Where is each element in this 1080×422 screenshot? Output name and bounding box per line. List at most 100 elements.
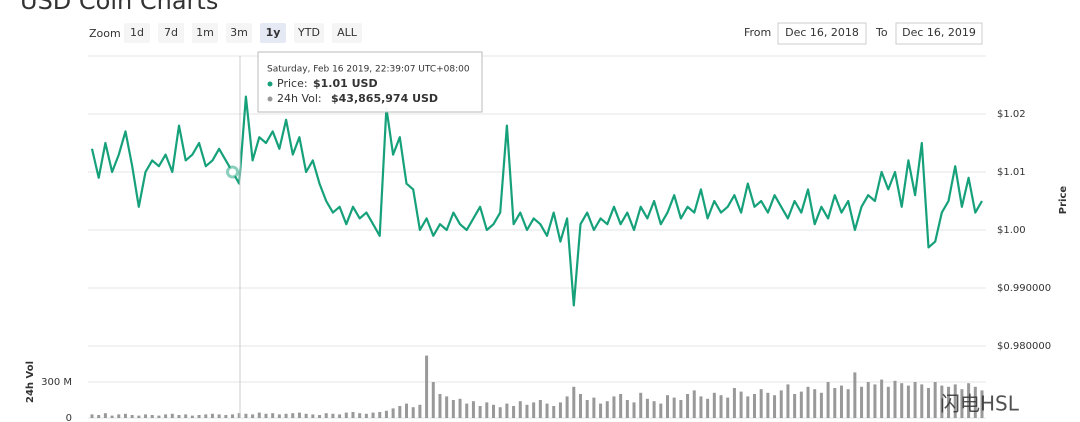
range-button-label[interactable]: 1y xyxy=(266,26,281,39)
volume-bar xyxy=(799,391,803,418)
volume-bar xyxy=(364,413,368,418)
volume-bar xyxy=(117,414,121,418)
volume-bar xyxy=(378,412,382,418)
volume-bar xyxy=(913,382,917,418)
volume-bar xyxy=(384,410,388,418)
volume-bar xyxy=(291,413,295,418)
range-button[interactable] xyxy=(158,23,184,43)
range-button[interactable] xyxy=(332,23,362,43)
range-button-label[interactable]: 1d xyxy=(130,26,144,39)
y-tick-label: $1.02 xyxy=(997,109,1026,120)
volume-bar xyxy=(398,406,402,418)
price-line xyxy=(90,95,983,307)
volume-bar xyxy=(900,383,904,418)
tooltip-vol: $43,865,974 USD xyxy=(331,92,438,105)
range-button-label[interactable]: ALL xyxy=(337,26,358,39)
volume-bar xyxy=(739,391,743,418)
volume-bar xyxy=(706,398,710,418)
volume-bar xyxy=(90,414,94,418)
from-label: From xyxy=(744,26,771,39)
volume-bar xyxy=(813,389,817,418)
volume-bar xyxy=(418,404,422,418)
volume-bar xyxy=(512,406,516,418)
range-button[interactable] xyxy=(294,23,324,43)
volume-bar xyxy=(880,379,884,418)
volume-bar xyxy=(866,382,870,418)
volume-bar xyxy=(264,413,268,418)
volume-bar xyxy=(458,398,462,418)
to-date[interactable]: Dec 16, 2019 xyxy=(902,26,976,39)
volume-bar xyxy=(766,392,770,418)
range-button-label[interactable]: YTD xyxy=(297,26,320,39)
volume-bar xyxy=(237,413,241,418)
volume-bar xyxy=(184,414,188,418)
volume-bar xyxy=(431,382,435,418)
range-button-label[interactable]: 3m xyxy=(230,26,248,39)
volume-bar xyxy=(445,396,449,418)
volume-bar xyxy=(518,401,522,418)
price-axis-label: Price xyxy=(1058,186,1069,215)
volume-bar xyxy=(619,394,623,418)
volume-bar xyxy=(920,384,924,418)
volume-bar xyxy=(833,388,837,418)
to-input[interactable] xyxy=(895,22,983,45)
volume-bar xyxy=(358,413,362,418)
y-tick-label: $0.980000 xyxy=(997,341,1051,352)
range-button[interactable] xyxy=(260,23,286,43)
volume-bar xyxy=(525,404,529,418)
volume-bar xyxy=(311,414,315,418)
volume-bar xyxy=(665,395,669,418)
zoom-label: Zoom xyxy=(89,27,121,40)
volume-bar xyxy=(686,394,690,418)
from-input[interactable] xyxy=(777,22,867,45)
from-date[interactable]: Dec 16, 2018 xyxy=(785,26,859,39)
volume-bar xyxy=(752,394,756,418)
volume-bar xyxy=(585,400,589,418)
volume-bar xyxy=(177,415,181,418)
volume-bar xyxy=(204,414,208,418)
range-button[interactable] xyxy=(192,23,218,43)
range-button[interactable] xyxy=(226,23,252,43)
volume-bar xyxy=(144,414,148,418)
volume-bar xyxy=(217,414,221,418)
tooltip-price-label: Price: xyxy=(277,77,308,90)
volume-bar xyxy=(130,415,134,418)
volume-bar xyxy=(465,403,469,418)
volume-bar xyxy=(860,386,864,418)
range-button-label[interactable]: 7d xyxy=(164,26,178,39)
volume-bar xyxy=(277,414,281,418)
volume-bar xyxy=(960,389,964,418)
volume-bar xyxy=(110,415,114,418)
volume-bar xyxy=(779,390,783,418)
volume-bar xyxy=(572,386,576,418)
volume-bar xyxy=(906,385,910,418)
volume-bar xyxy=(980,390,984,418)
range-button-label[interactable]: 1m xyxy=(196,26,214,39)
volume-bar xyxy=(425,355,429,418)
volume-bar xyxy=(231,414,235,418)
volume-bar xyxy=(612,396,616,418)
volume-bar xyxy=(926,388,930,418)
volume-bar xyxy=(652,401,656,418)
volume-bar xyxy=(224,415,228,418)
range-button[interactable] xyxy=(124,23,150,43)
volume-bar xyxy=(478,406,482,418)
volume-bar xyxy=(726,397,730,418)
volume-bar xyxy=(538,400,542,418)
volume-bar xyxy=(344,412,348,418)
page-title: USD Coin Charts xyxy=(20,0,218,15)
volume-bar xyxy=(351,412,355,418)
tooltip-box xyxy=(257,51,483,113)
volume-bar xyxy=(324,413,328,418)
volume-bar xyxy=(873,384,877,418)
volume-bar xyxy=(492,404,496,418)
volume-bar xyxy=(839,385,843,418)
tooltip-bullet xyxy=(267,96,273,102)
volume-bar xyxy=(699,396,703,418)
volume-bar xyxy=(545,403,549,418)
volume-bar xyxy=(331,413,335,418)
volume-bar xyxy=(318,415,322,418)
volume-bar xyxy=(793,394,797,418)
volume-bar xyxy=(679,400,683,418)
volume-bar xyxy=(826,382,830,418)
